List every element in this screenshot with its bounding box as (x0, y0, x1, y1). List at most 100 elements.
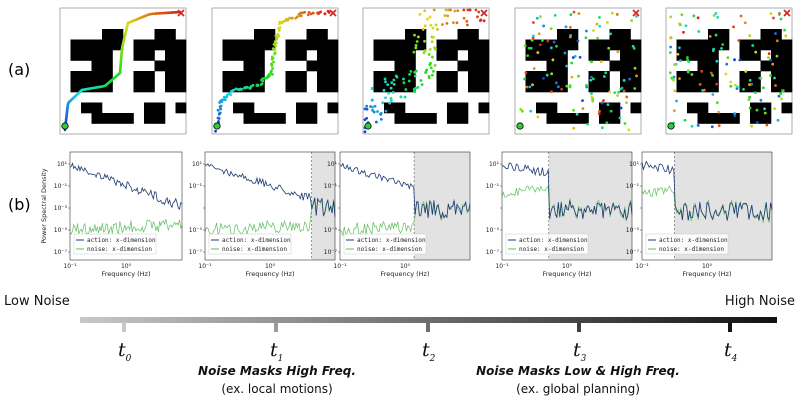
maze-wall (243, 71, 255, 82)
trajectory-sample (384, 96, 387, 100)
trajectory-sample (769, 74, 772, 77)
action-series-line (641, 160, 773, 221)
trajectory-sample (371, 105, 375, 109)
maze-wall (222, 39, 234, 51)
maze-wall (405, 39, 416, 51)
maze-wall (750, 102, 761, 114)
trajectory-sample (290, 17, 294, 20)
trajectory-sample (379, 117, 383, 121)
trajectory-sample (774, 84, 777, 87)
trajectory-sample (431, 26, 435, 30)
maze-wall (781, 81, 793, 93)
trajectory-sample (384, 109, 388, 113)
trajectory-sample (774, 32, 777, 35)
maze-wall (327, 71, 339, 82)
trajectory-sample (685, 56, 689, 59)
trajectory-sample (556, 85, 560, 89)
trajectory-sample (668, 51, 672, 54)
trajectory-sample (682, 30, 685, 34)
trajectory-sample (673, 89, 677, 93)
caption-low-high-freq-subtitle: (ex. global planning) (516, 382, 640, 396)
trajectory-sample (432, 69, 435, 73)
maze-wall (384, 81, 395, 93)
trajectory-sample (737, 39, 741, 42)
trajectory-sample (733, 112, 737, 115)
maze-wall (81, 39, 92, 51)
maze-wall (468, 50, 479, 61)
maze-wall (233, 50, 244, 61)
trajectory-sample (733, 83, 737, 87)
trajectory-sample (625, 101, 628, 105)
maze-wall (676, 50, 688, 61)
trajectory-sample (271, 72, 274, 76)
trajectory-sample (402, 81, 406, 85)
maze-wall (760, 60, 772, 72)
trajectory-sample (370, 87, 374, 91)
legend-noise-label: noise: x-dimension (659, 246, 724, 253)
trajectory-sample (403, 95, 407, 99)
trajectory-sample (767, 56, 770, 60)
trajectory-sample (538, 43, 542, 47)
maze-wall (708, 60, 719, 72)
trajectory-sample (714, 12, 718, 15)
trajectory-sample (427, 74, 431, 78)
trajectory-sample (390, 81, 394, 85)
maze-wall (760, 113, 772, 124)
maze-wall (154, 39, 166, 51)
trajectory-sample (379, 111, 383, 115)
maze-wall (91, 102, 103, 114)
trajectory-sample (606, 103, 610, 106)
goal-marker (480, 9, 488, 17)
trajectory-sample (412, 50, 416, 54)
maze-wall (599, 39, 610, 51)
maze-wall (687, 39, 698, 51)
trajectory-sample (433, 46, 436, 50)
trajectory-sample (423, 39, 426, 43)
maze-wall (436, 39, 448, 51)
maze-wall (285, 81, 297, 93)
maze-wall (91, 39, 103, 51)
trajectory-sample (633, 66, 637, 70)
maze-wall (296, 102, 307, 114)
trajectory-sample (420, 83, 424, 86)
trajectory-sample (744, 70, 748, 73)
timestep-label: t2 (422, 339, 436, 364)
start-marker (516, 122, 524, 130)
maze-wall (384, 50, 395, 61)
trajectory-sample (715, 59, 719, 63)
trajectory-sample (382, 88, 386, 92)
trajectory-sample (428, 15, 432, 19)
maze-wall (112, 39, 124, 51)
maze-wall (70, 50, 82, 61)
maze-wall (243, 113, 255, 124)
maze-wall (243, 39, 255, 51)
maze-wall (447, 113, 458, 124)
legend-action-label: action: x-dimension (519, 237, 588, 244)
maze-wall (536, 71, 547, 82)
y-tick-label: 10⁻¹ (189, 183, 203, 190)
trajectory-sample (751, 44, 755, 47)
trajectory-sample (711, 49, 715, 52)
trajectory-sample (777, 94, 781, 98)
maze-wall (760, 39, 772, 51)
trajectory-sample (747, 98, 751, 101)
x-tick-label: 10⁰ (121, 263, 132, 270)
trajectory-sample (763, 111, 767, 115)
trajectory-sample (616, 94, 619, 97)
timeline-tick (274, 322, 278, 332)
maze-wall (165, 50, 176, 61)
trajectory-sample (416, 85, 420, 89)
maze-wall (154, 60, 166, 72)
trajectory-sample (726, 56, 730, 60)
maze-wall (546, 39, 558, 51)
maze-wall (536, 81, 547, 93)
maze-wall (144, 113, 155, 124)
trajectory-sample (370, 98, 374, 102)
trajectory-sample (270, 57, 274, 61)
x-tick-label: 10⁰ (702, 263, 713, 270)
maze-wall (165, 81, 176, 93)
maze-wall (373, 39, 385, 51)
